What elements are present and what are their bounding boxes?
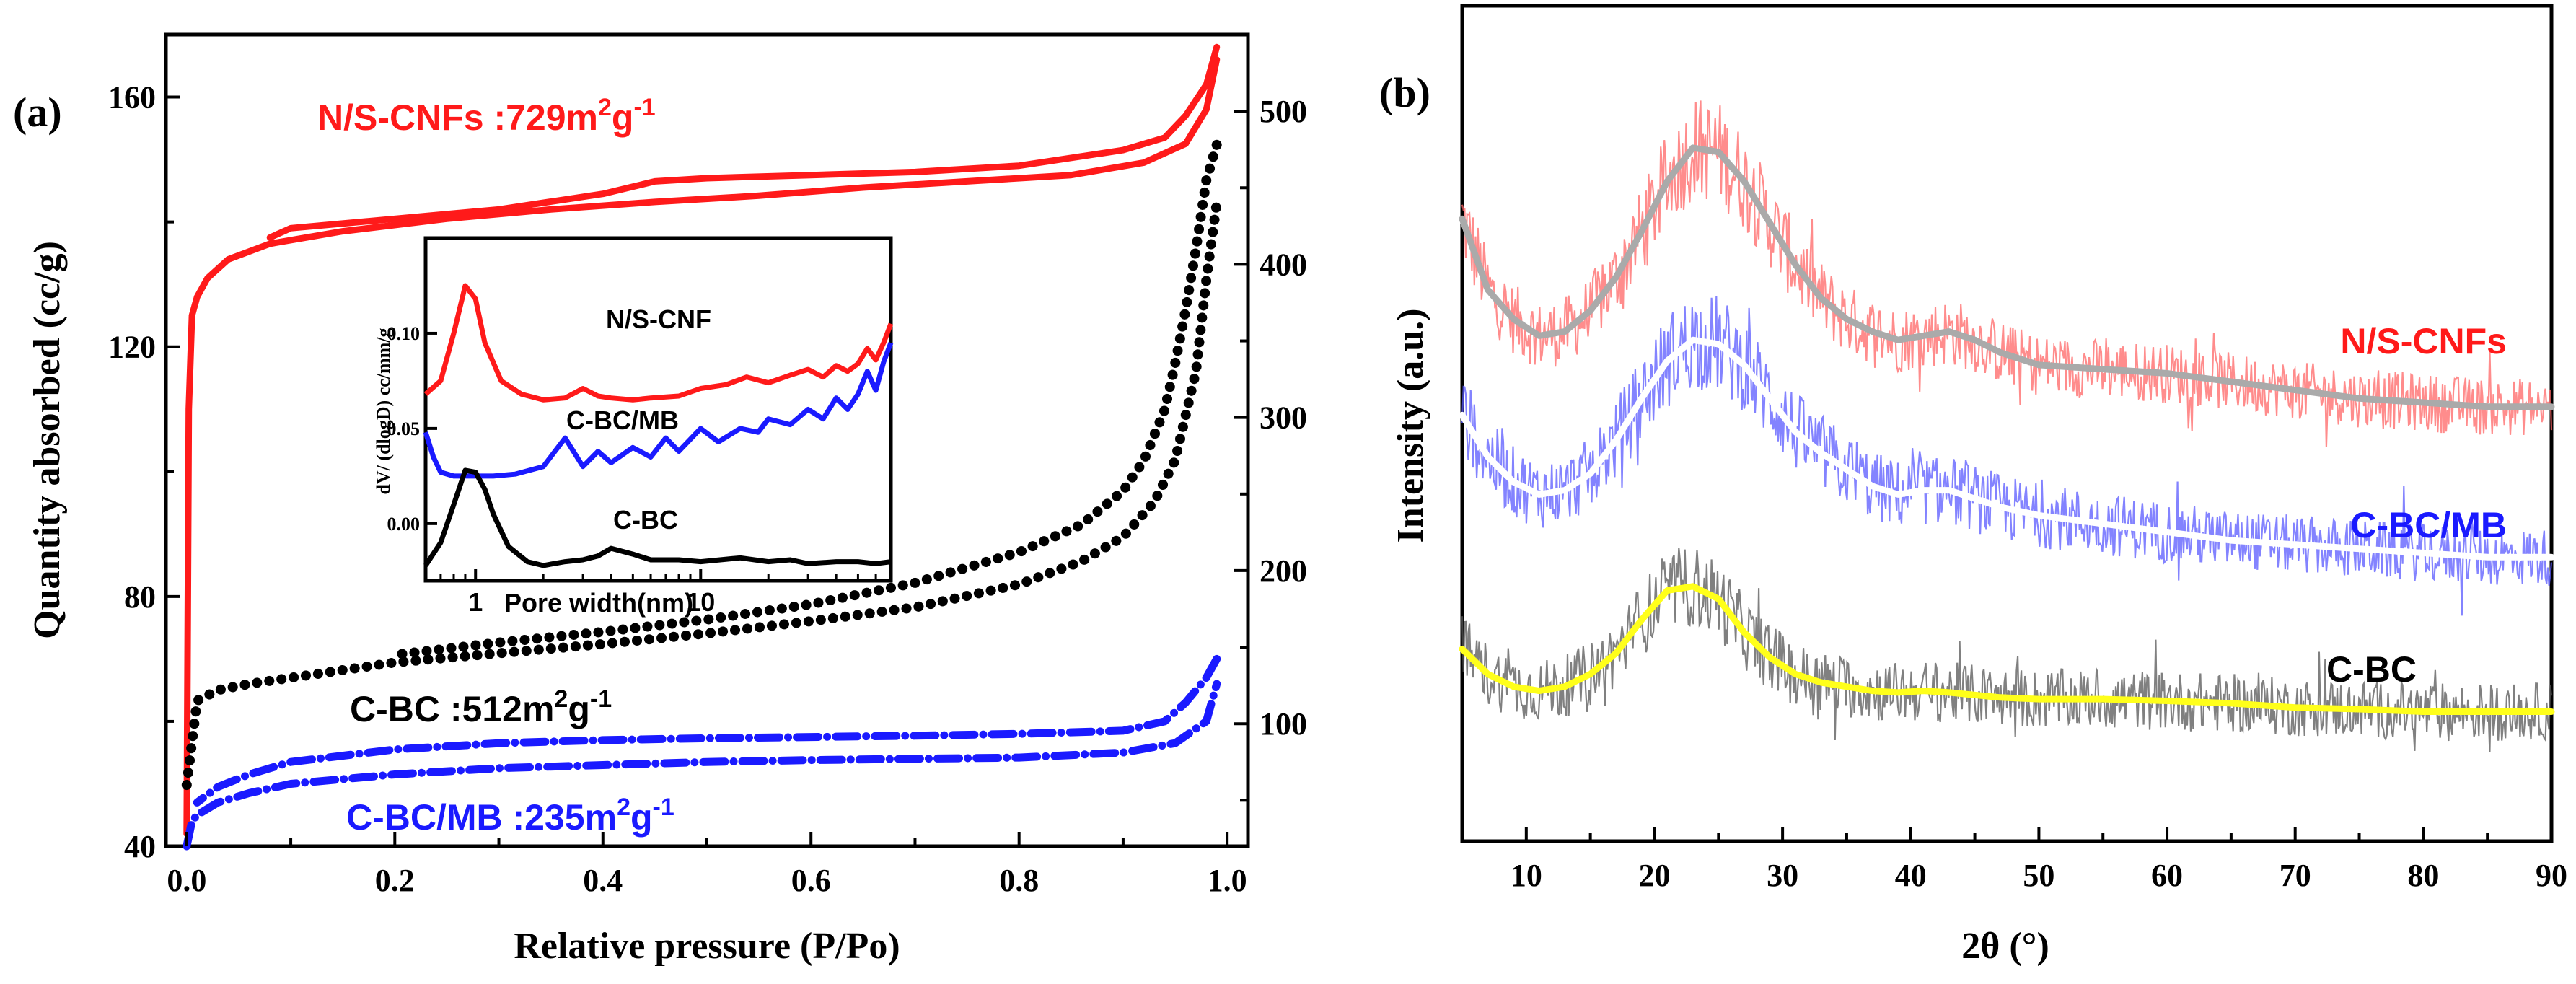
inset-series-c-bc	[423, 467, 892, 568]
inset-plot: 1 10 0.00 0.05 0.10 Pore width(nm) dV/ (dlog…	[373, 236, 894, 618]
y-tick-label: 120	[108, 330, 156, 365]
inset-series-n-s-cnf	[423, 283, 894, 403]
x-tick-label: 0.4	[583, 863, 623, 898]
inset-frame	[423, 236, 893, 583]
xrd-smooth-c-bc-mb	[1459, 336, 2555, 561]
panel-b-y-label: Intensity (a.u.)	[1390, 308, 1431, 542]
xrd-raw-c-bc	[1461, 548, 2553, 752]
y2-tick-label: 200	[1260, 553, 1307, 589]
label-b-c-bc-mb: C-BC/MB	[2350, 505, 2507, 545]
annotation-ns-cnfs: N/S-CNFs :729m2g-1	[317, 94, 656, 138]
b-x-tick-label: 70	[2280, 858, 2311, 893]
b-x-tick-label: 30	[1767, 858, 1798, 893]
annotation-c-bc: C-BC :512m2g-1	[350, 685, 612, 729]
series-c-bc-mb-branch-1	[193, 654, 1221, 807]
panel-b: (b) 10 20 30 40 50 60 70 80 90 2θ (°) Intensity …	[1379, 4, 2567, 967]
y-tick-label: 40	[124, 829, 156, 864]
xrd-smooth-c-bc	[1459, 583, 2555, 715]
xrd-raw-c-bc-mb	[1461, 296, 2553, 616]
panel-b-series	[1459, 100, 2555, 752]
annotation-c-bc-mb: C-BC/MB :235m2g-1	[346, 794, 674, 838]
inset-y-tick-label: 0.10	[387, 323, 421, 344]
x-tick-label: 0.2	[375, 863, 415, 898]
y-tick-label: 80	[124, 579, 156, 615]
b-x-tick-label: 90	[2536, 858, 2567, 893]
inset-label-c-bc-mb: C-BC/MB	[566, 405, 679, 435]
y2-tick-label: 300	[1260, 400, 1307, 436]
x-tick-label: 0.8	[999, 863, 1039, 898]
panel-a-y2-ticks: 100 200 300 400 500	[1234, 94, 1307, 802]
b-x-tick-label: 40	[1895, 858, 1927, 893]
panel-b-x-label: 2θ (°)	[1961, 926, 2049, 967]
x-tick-label: 0.6	[791, 863, 831, 898]
b-x-tick-label: 10	[1511, 858, 1542, 893]
inset-series	[423, 283, 894, 568]
series-c-bc-branch-0	[181, 198, 1222, 791]
x-tick-label: 0.0	[167, 863, 206, 898]
series-c-bc-branch-1	[390, 139, 1222, 660]
panel-a-series	[181, 43, 1222, 851]
panel-a: (a) 0.0 0.2 0.4 0.6 0.8 1.0 40 80 120 160 100 200…	[13, 32, 1307, 967]
inset-ticks: 1 10 0.00 0.05 0.10	[387, 323, 877, 617]
label-b-ns-cnfs: N/S-CNFs	[2340, 321, 2507, 361]
y2-tick-label: 400	[1260, 247, 1307, 282]
label-b-c-bc: C-BC	[2326, 649, 2417, 690]
series-c-bc-mb-branch-0	[183, 680, 1221, 851]
inset-label-ns-cnf: N/S-CNF	[606, 304, 711, 334]
inset-x-tick-label: 1	[468, 587, 483, 617]
inset-y-label: dV/ (dlogD) cc/mm/g	[373, 328, 394, 494]
y-tick-label: 160	[108, 80, 156, 115]
panel-a-y-label: Quantity absorbed (cc/g)	[27, 241, 68, 639]
inset-x-tick-label: 10	[686, 587, 715, 617]
panel-b-label: (b)	[1379, 69, 1430, 116]
inset-y-tick-label: 0.05	[387, 418, 421, 439]
panel-a-x-label: Relative pressure (P/Po)	[514, 926, 900, 967]
series-n-s-cnfs-branch-0	[183, 56, 1221, 838]
b-x-tick-label: 60	[2151, 858, 2183, 893]
xrd-smooth-n-s-cnfs	[1459, 144, 2555, 410]
y2-tick-label: 100	[1260, 706, 1307, 742]
b-x-tick-label: 80	[2407, 858, 2439, 893]
panel-b-x-ticks: 10 20 30 40 50 60 70 80 90	[1511, 827, 2567, 893]
inset-label-c-bc: C-BC	[613, 505, 678, 535]
b-x-tick-label: 20	[1638, 858, 1670, 893]
b-x-tick-label: 50	[2023, 858, 2054, 893]
panel-a-label: (a)	[13, 89, 62, 136]
x-tick-label: 1.0	[1208, 863, 1247, 898]
inset-y-tick-label: 0.00	[387, 514, 421, 535]
inset-x-label: Pore width(nm)	[504, 588, 693, 618]
series-n-s-cnfs-branch-1	[266, 43, 1221, 241]
panel-a-y-ticks: 40 80 120 160	[108, 80, 180, 864]
xrd-raw-n-s-cnfs	[1461, 100, 2553, 448]
y2-tick-label: 500	[1260, 94, 1307, 129]
panel-a-x-ticks: 0.0 0.2 0.4 0.6 0.8 1.0	[167, 832, 1247, 898]
